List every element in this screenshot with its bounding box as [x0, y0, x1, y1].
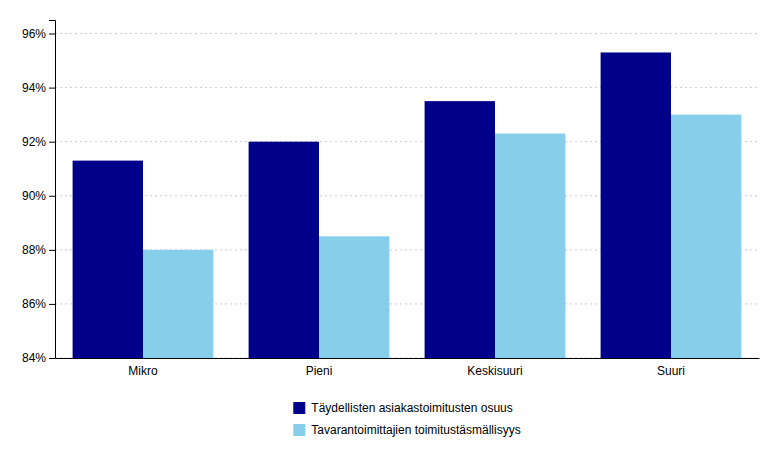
y-tick: 94%: [22, 81, 55, 95]
grid: [55, 34, 759, 358]
y-tick: 90%: [22, 189, 55, 203]
y-tick-label: 86%: [22, 297, 46, 311]
y-tick-label: 88%: [22, 243, 46, 257]
legend-swatch: [293, 402, 305, 414]
y-tick: 86%: [22, 297, 55, 311]
legend-label: Täydellisten asiakastoimitusten osuus: [311, 401, 512, 415]
bar-series: [143, 115, 741, 358]
bar: [143, 250, 213, 358]
x-tick-label: Suuri: [657, 364, 685, 378]
y-tick-mark: [49, 34, 55, 35]
y-tick-label: 92%: [22, 135, 46, 149]
bar: [425, 101, 495, 358]
bar: [73, 161, 143, 358]
x-axis: Mikro Pieni Keskisuuri Suuri: [56, 359, 760, 378]
x-tick-label: Keskisuuri: [467, 364, 522, 378]
grid-line: [55, 33, 759, 34]
bar: [249, 142, 319, 358]
legend-label: Tavarantoimittajien toimitustäsmällisyys: [311, 423, 520, 437]
legend-swatch: [293, 424, 305, 436]
x-tick-label: Mikro: [128, 364, 158, 378]
x-tick: Mikro: [128, 364, 158, 378]
y-tick-mark: [49, 88, 55, 89]
y-axis: 84% 86% 88% 90% 92% 94% 96%: [22, 21, 56, 366]
y-tick-label: 90%: [22, 189, 46, 203]
y-tick: 88%: [22, 243, 55, 257]
x-tick: Keskisuuri: [467, 364, 522, 378]
plot: 84% 86% 88% 90% 92% 94% 96% Mikro Pieni Keskisuur…: [22, 21, 760, 378]
chart: 84% 86% 88% 90% 92% 94% 96% Mikro Pieni Keskisuur…: [0, 0, 779, 468]
y-tick-label: 96%: [22, 27, 46, 41]
y-tick-mark: [49, 250, 55, 251]
legend: Täydellisten asiakastoimitusten osuus Tav…: [293, 401, 520, 437]
y-axis-line: [49, 21, 56, 359]
y-tick-label: 84%: [22, 351, 46, 365]
bar: [601, 52, 671, 358]
y-tick: 92%: [22, 135, 55, 149]
y-tick: 96%: [22, 27, 55, 41]
x-tick: Suuri: [657, 364, 685, 378]
y-tick: 84%: [22, 351, 55, 365]
bar: [319, 236, 389, 358]
y-tick-label: 94%: [22, 81, 46, 95]
x-tick: Pieni: [306, 364, 333, 378]
y-tick-mark: [49, 304, 55, 305]
x-axis-line: [56, 358, 760, 359]
y-tick-mark: [49, 142, 55, 143]
bars: [73, 52, 742, 358]
bar-series: [73, 52, 671, 358]
legend-item: Täydellisten asiakastoimitusten osuus: [293, 401, 512, 415]
x-tick-label: Pieni: [306, 364, 333, 378]
y-tick-mark: [49, 196, 55, 197]
bar: [671, 115, 741, 358]
bar: [495, 134, 565, 358]
y-tick-mark: [49, 358, 55, 359]
legend-item: Tavarantoimittajien toimitustäsmällisyys: [293, 423, 520, 437]
